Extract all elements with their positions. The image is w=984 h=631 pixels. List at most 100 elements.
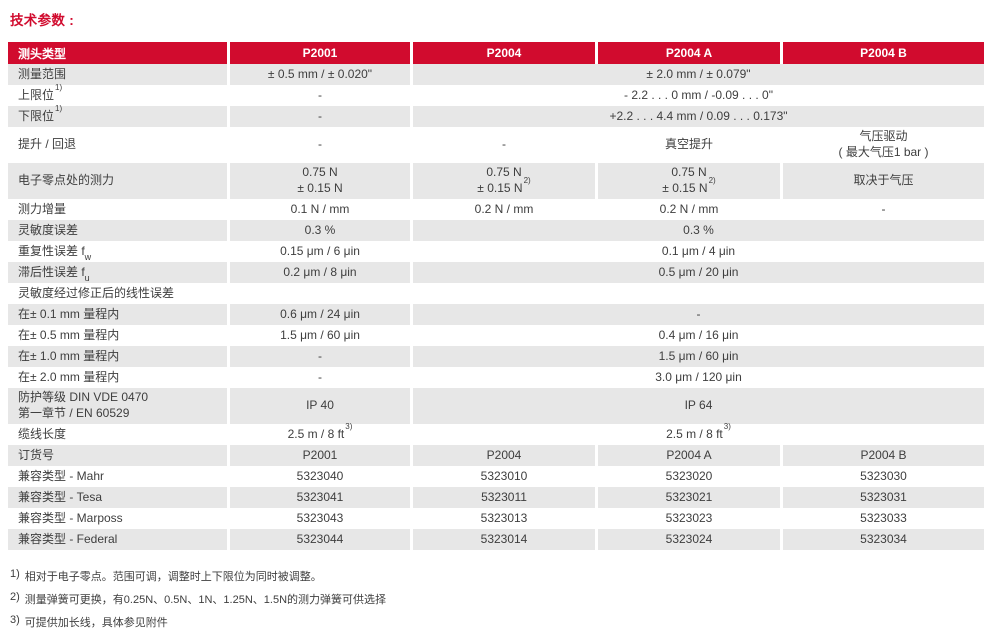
- table-row: 重复性误差 fw 0.15 μm / 6 μin 0.1 μm / 4 μin: [8, 241, 984, 262]
- table-cell: 0.2 N / mm: [410, 199, 595, 220]
- table-cell: 5323034: [780, 529, 984, 550]
- row-label: 在± 1.0 mm 量程内: [18, 348, 120, 363]
- table-cell: 0.6 μm / 24 μin: [227, 304, 410, 325]
- row-label: 在± 2.0 mm 量程内: [18, 369, 120, 384]
- table-row: 测力增量 0.1 N / mm 0.2 N / mm 0.2 N / mm -: [8, 199, 984, 220]
- row-label: 测力增量: [18, 201, 67, 216]
- table-row: 提升 / 回退 - - 真空提升 气压驱动( 最大气压1 bar ): [8, 127, 984, 163]
- table-cell: 5323013: [410, 508, 595, 529]
- footnote-text: 可提供加长线，具体参见附件: [24, 617, 168, 629]
- table-cell: - 2.2 . . . 0 mm / -0.09 . . . 0": [410, 85, 984, 106]
- row-label: 缆线长度: [18, 426, 67, 441]
- footnote-text: 相对于电子零点。范围可调，调整时上下限位为同时被调整。: [24, 571, 322, 583]
- table-cell: 5323044: [227, 529, 410, 550]
- row-label: 在± 0.1 mm 量程内: [18, 306, 120, 321]
- table-cell: 0.1 N / mm: [227, 199, 410, 220]
- table-cell: 0.2 μm / 8 μin: [227, 262, 410, 283]
- footnote-marker: 1): [10, 568, 20, 580]
- header-row-label: 测头类型: [8, 42, 227, 64]
- column-header: P2001: [227, 42, 410, 64]
- table-cell: 5323041: [227, 487, 410, 508]
- table-row: 滞后性误差 fu 0.2 μm / 8 μin 0.5 μm / 20 μin: [8, 262, 984, 283]
- row-label: 提升 / 回退: [18, 137, 77, 152]
- table-row: 灵敏度经过修正后的线性误差: [8, 283, 984, 304]
- row-label: 灵敏度误差: [18, 222, 79, 237]
- table-row: 下限位1) - +2.2 . . . 4.4 mm / 0.09 . . . 0.1…: [8, 103, 984, 127]
- footnote-marker: 3): [10, 614, 20, 626]
- table-cell: -: [410, 304, 984, 325]
- table-cell: 5323030: [780, 466, 984, 487]
- table-cell: 0.3 %: [410, 220, 984, 241]
- row-label: 兼容类型 - Mahr: [18, 468, 105, 483]
- table-cell: +2.2 . . . 4.4 mm / 0.09 . . . 0.173": [410, 106, 984, 127]
- table-cell: 3.0 μm / 120 μin: [410, 367, 984, 388]
- table-cell: P2004: [410, 445, 595, 466]
- table-cell: -: [410, 127, 595, 163]
- table-cell: 5323033: [780, 508, 984, 529]
- table-cell: 取决于气压: [780, 163, 984, 199]
- table-cell: 2.5 m / 8 ft3): [410, 422, 984, 445]
- table-cell: 0.1 μm / 4 μin: [410, 241, 984, 262]
- table-cell: 2.5 m / 8 ft3): [227, 422, 410, 445]
- table-cell: 0.75 N ± 0.15 N: [227, 163, 410, 199]
- table-cell: IP 64: [410, 388, 984, 424]
- table-row: 在± 2.0 mm 量程内 -3.0 μm / 120 μin: [8, 367, 984, 388]
- table-cell: P2001: [227, 445, 410, 466]
- table-cell: 5323031: [780, 487, 984, 508]
- table-cell: 5323021: [595, 487, 780, 508]
- table-cell: 真空提升: [595, 127, 780, 163]
- table-cell: ± 0.5 mm / ± 0.020": [227, 64, 410, 85]
- table-row: 上限位1) - - 2.2 . . . 0 mm / -0.09 . . . 0": [8, 82, 984, 106]
- table-cell: 0.75 N ± 0.15 N2): [595, 163, 780, 199]
- footnote: 3) 可提供加长线，具体参见附件: [10, 614, 984, 630]
- footnote-text: 测量弹簧可更换，有0.25N、0.5N、1N、1.25N、1.5N的测力弹簧可供…: [24, 594, 387, 606]
- table-row: 灵敏度误差 0.3 % 0.3 %: [8, 220, 984, 241]
- table-cell: 0.75 N ± 0.15 N2): [410, 163, 595, 199]
- footnotes: 1) 相对于电子零点。范围可调，调整时上下限位为同时被调整。 2) 测量弹簧可更换，有…: [10, 568, 984, 630]
- row-label: 兼容类型 - Marposs: [18, 510, 123, 525]
- row-label: 订货号: [18, 447, 55, 462]
- table-cell: ± 2.0 mm / ± 0.079": [410, 64, 984, 85]
- table-cell: -: [227, 346, 410, 367]
- table-row: 缆线长度 2.5 m / 8 ft3) 2.5 m / 8 ft3): [8, 422, 984, 445]
- table-cell: -: [780, 199, 984, 220]
- table-row: 兼容类型 - Tesa 5323041 5323011 5323021 5323031: [8, 487, 984, 508]
- table-cell: 0.2 N / mm: [595, 199, 780, 220]
- table-cell: 5323040: [227, 466, 410, 487]
- table-cell: 0.15 μm / 6 μin: [227, 241, 410, 262]
- table-cell: 5323014: [410, 529, 595, 550]
- table-cell: 1.5 μm / 60 μin: [227, 325, 410, 346]
- table-cell: P2004 B: [780, 445, 984, 466]
- column-header: P2004: [410, 42, 595, 64]
- row-label: 重复性误差 fw: [18, 243, 92, 263]
- row-label: 电子零点处的测力: [18, 173, 115, 188]
- footnote: 1) 相对于电子零点。范围可调，调整时上下限位为同时被调整。: [10, 568, 984, 584]
- row-label: 灵敏度经过修正后的线性误差: [18, 285, 175, 300]
- table-cell: 5323043: [227, 508, 410, 529]
- footnote: 2) 测量弹簧可更换，有0.25N、0.5N、1N、1.25N、1.5N的测力弹簧…: [10, 591, 984, 607]
- table-row: 订货号 P2001 P2004 P2004 A P2004 B: [8, 445, 984, 466]
- table-body: 测量范围 ± 0.5 mm / ± 0.020" ± 2.0 mm / ± 0.07…: [8, 64, 984, 550]
- table-header-row: 测头类型 P2001 P2004 P2004 A P2004 B: [8, 42, 984, 64]
- row-label: 兼容类型 - Tesa: [18, 489, 103, 504]
- table-cell: P2004 A: [595, 445, 780, 466]
- table-row: 电子零点处的测力 0.75 N ± 0.15 N 0.75 N ± 0.15 N2) 0.…: [8, 163, 984, 199]
- row-label: 测量范围: [18, 66, 67, 81]
- table-row: 防护等级 DIN VDE 0470 第一章节 / EN 60529 IP 40 IP …: [8, 388, 984, 424]
- column-header: P2004 A: [595, 42, 780, 64]
- row-label: 下限位1): [18, 103, 63, 123]
- table-cell: -: [227, 85, 410, 106]
- page-title: 技术参数 :: [10, 13, 75, 28]
- row-label: 防护等级 DIN VDE 0470 第一章节 / EN 60529: [18, 390, 149, 420]
- table-cell: 5323010: [410, 466, 595, 487]
- table-row: 兼容类型 - Federal 5323044 5323014 5323024 53230…: [8, 529, 984, 550]
- table-cell: 5323011: [410, 487, 595, 508]
- table-row: 在± 1.0 mm 量程内 -1.5 μm / 60 μin: [8, 346, 984, 367]
- row-label: 上限位1): [18, 82, 63, 102]
- table-cell: 0.3 %: [227, 220, 410, 241]
- table-row: 兼容类型 - Mahr 5323040 5323010 5323020 5323030: [8, 466, 984, 487]
- table-cell: 0.5 μm / 20 μin: [410, 262, 984, 283]
- row-label: 兼容类型 - Federal: [18, 531, 118, 546]
- table-cell: 5323020: [595, 466, 780, 487]
- table-row: 兼容类型 - Marposs 5323043 5323013 5323023 53230…: [8, 508, 984, 529]
